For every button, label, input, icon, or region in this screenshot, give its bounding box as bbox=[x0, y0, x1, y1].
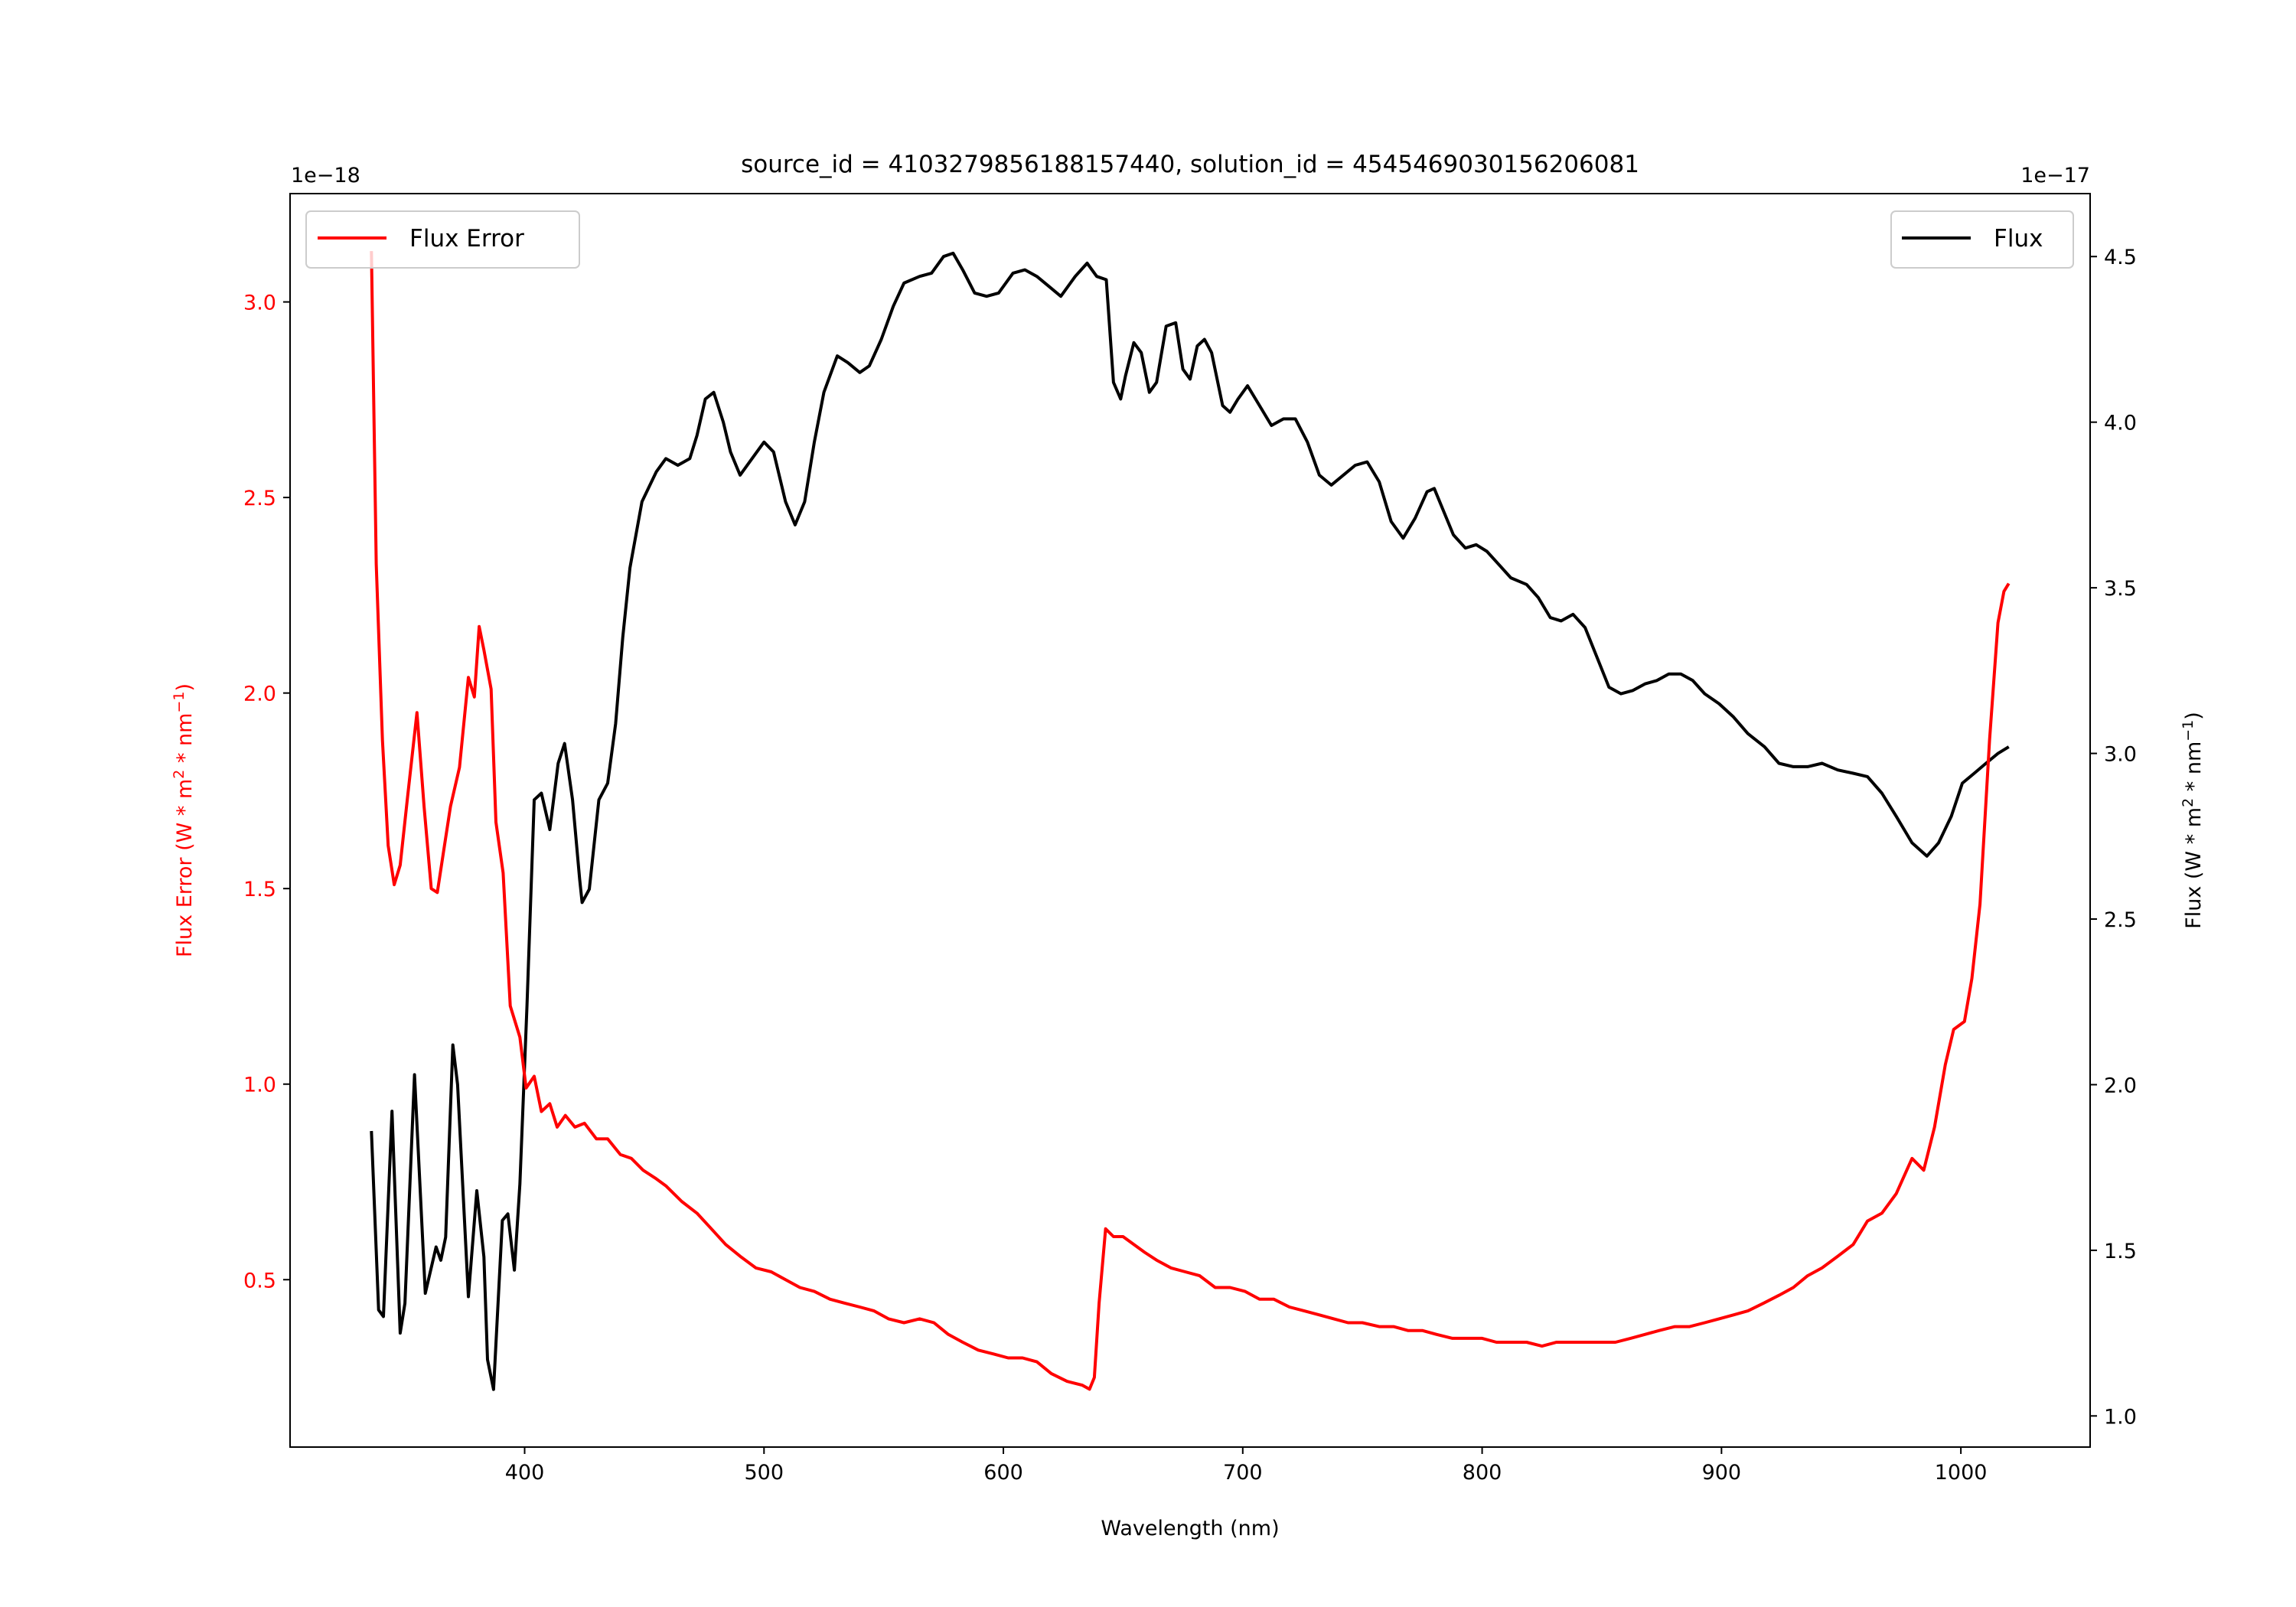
right-y-tick-label: 2.5 bbox=[2104, 908, 2137, 932]
x-tick-label: 800 bbox=[1463, 1461, 1502, 1485]
series-layer bbox=[370, 251, 2011, 1391]
chart-title: source_id = 4103279856188157440, solutio… bbox=[741, 151, 1639, 178]
legend-label-flux-error: Flux Error bbox=[409, 225, 524, 253]
flux-line bbox=[370, 251, 2010, 1391]
ticks-layer: 400 500 600 700 800 900 1000 0.5 1.0 1.5 2.0 2.5 3.0… bbox=[243, 246, 2137, 1485]
legend-box bbox=[1890, 210, 2074, 269]
left-y-tick-label: 1.0 bbox=[243, 1074, 276, 1097]
legend-box bbox=[305, 210, 580, 269]
x-tick-label: 900 bbox=[1702, 1461, 1742, 1485]
right-y-axis-label: Flux (W * m2 * nm−1) bbox=[2180, 712, 2206, 929]
flux-error-line bbox=[370, 251, 2011, 1391]
right-y-tick-label: 1.5 bbox=[2104, 1240, 2137, 1263]
left-y-tick-label: 0.5 bbox=[243, 1269, 276, 1292]
x-axis-label: Wavelength (nm) bbox=[1101, 1517, 1279, 1540]
left-y-tick-label: 2.0 bbox=[243, 683, 276, 706]
legend-flux: Flux bbox=[1890, 210, 2074, 269]
right-y-tick-label: 1.0 bbox=[2104, 1405, 2137, 1429]
right-y-tick-label: 2.0 bbox=[2104, 1074, 2137, 1097]
legend-label-flux: Flux bbox=[1994, 225, 2043, 253]
x-tick-label: 700 bbox=[1223, 1461, 1263, 1485]
x-tick-label: 600 bbox=[983, 1461, 1023, 1485]
legend-flux-error: Flux Error bbox=[305, 210, 580, 269]
left-y-tick-label: 3.0 bbox=[243, 292, 276, 315]
right-y-tick-label: 4.0 bbox=[2104, 412, 2137, 435]
x-tick-label: 500 bbox=[745, 1461, 784, 1485]
left-y-tick-label: 2.5 bbox=[243, 487, 276, 510]
right-y-tick-label: 4.5 bbox=[2104, 246, 2137, 269]
x-tick-label: 1000 bbox=[1935, 1461, 1988, 1485]
left-offset-label: 1e−18 bbox=[291, 164, 360, 187]
right-y-tick-label: 3.5 bbox=[2104, 577, 2137, 601]
left-y-tick-label: 1.5 bbox=[243, 878, 276, 901]
right-offset-label: 1e−17 bbox=[2020, 164, 2090, 187]
plot-frame bbox=[289, 193, 2091, 1448]
right-y-tick-label: 3.0 bbox=[2104, 743, 2137, 767]
left-y-axis-label: Flux Error (W * m2 * nm−1) bbox=[171, 683, 197, 957]
x-tick-label: 400 bbox=[505, 1461, 545, 1485]
